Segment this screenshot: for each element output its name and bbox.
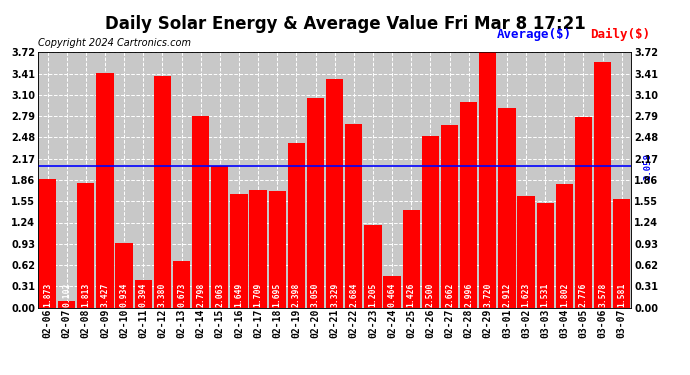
Bar xyxy=(268,191,286,308)
Bar xyxy=(173,261,190,308)
Text: 3.329: 3.329 xyxy=(330,282,339,307)
Bar xyxy=(479,53,496,308)
Bar xyxy=(422,136,439,308)
Text: 1.426: 1.426 xyxy=(406,282,415,307)
Bar xyxy=(250,190,267,308)
Text: 2.398: 2.398 xyxy=(292,282,301,307)
Text: 3.578: 3.578 xyxy=(598,282,607,307)
Text: 0.673: 0.673 xyxy=(177,282,186,307)
Bar xyxy=(460,102,477,308)
Bar xyxy=(555,184,573,308)
Text: 3.050: 3.050 xyxy=(311,282,320,307)
Text: 0.934: 0.934 xyxy=(119,282,128,307)
Bar xyxy=(115,243,132,308)
Text: Copyright 2024 Cartronics.com: Copyright 2024 Cartronics.com xyxy=(38,38,191,48)
Bar xyxy=(154,76,171,307)
Bar xyxy=(77,183,95,308)
Bar xyxy=(364,225,382,308)
Text: 2.058: 2.058 xyxy=(643,153,652,180)
Text: 2.996: 2.996 xyxy=(464,282,473,307)
Text: 1.205: 1.205 xyxy=(368,282,377,307)
Text: 1.581: 1.581 xyxy=(618,282,627,307)
Bar xyxy=(326,79,343,308)
Text: 0.464: 0.464 xyxy=(388,282,397,307)
Text: 1.695: 1.695 xyxy=(273,282,282,307)
Text: 1.649: 1.649 xyxy=(235,282,244,307)
Bar xyxy=(537,202,554,308)
Text: 1.873: 1.873 xyxy=(43,282,52,307)
Text: 1.531: 1.531 xyxy=(541,282,550,307)
Text: 3.427: 3.427 xyxy=(101,282,110,307)
Bar xyxy=(307,98,324,308)
Bar xyxy=(135,280,152,308)
Text: 0.394: 0.394 xyxy=(139,282,148,307)
Bar xyxy=(594,62,611,308)
Bar xyxy=(384,276,401,308)
Bar xyxy=(39,179,56,308)
Text: 1.802: 1.802 xyxy=(560,282,569,307)
Bar xyxy=(97,73,114,308)
Bar xyxy=(613,199,631,308)
Text: Daily($): Daily($) xyxy=(590,28,650,41)
Bar xyxy=(211,166,228,308)
Bar xyxy=(230,195,248,308)
Text: 2.776: 2.776 xyxy=(579,282,588,307)
Text: 3.380: 3.380 xyxy=(158,282,167,307)
Text: 2.662: 2.662 xyxy=(445,282,454,307)
Bar xyxy=(192,116,209,308)
Bar xyxy=(402,210,420,308)
Bar xyxy=(441,125,458,308)
Text: 1.813: 1.813 xyxy=(81,282,90,307)
Bar xyxy=(575,117,592,308)
Text: 1.623: 1.623 xyxy=(522,282,531,307)
Text: 2.500: 2.500 xyxy=(426,282,435,307)
Text: 0.102: 0.102 xyxy=(62,282,71,307)
Text: 2.912: 2.912 xyxy=(502,282,511,307)
Bar xyxy=(518,196,535,308)
Text: 2.798: 2.798 xyxy=(196,282,205,307)
Text: 2.684: 2.684 xyxy=(349,282,358,307)
Text: 3.720: 3.720 xyxy=(483,282,492,307)
Text: Daily Solar Energy & Average Value Fri Mar 8 17:21: Daily Solar Energy & Average Value Fri M… xyxy=(105,15,585,33)
Bar xyxy=(498,108,515,308)
Bar xyxy=(288,143,305,308)
Bar xyxy=(345,123,362,308)
Text: Average($): Average($) xyxy=(497,28,572,41)
Bar xyxy=(58,300,75,307)
Text: 2.063: 2.063 xyxy=(215,282,224,307)
Text: 1.709: 1.709 xyxy=(254,282,263,307)
